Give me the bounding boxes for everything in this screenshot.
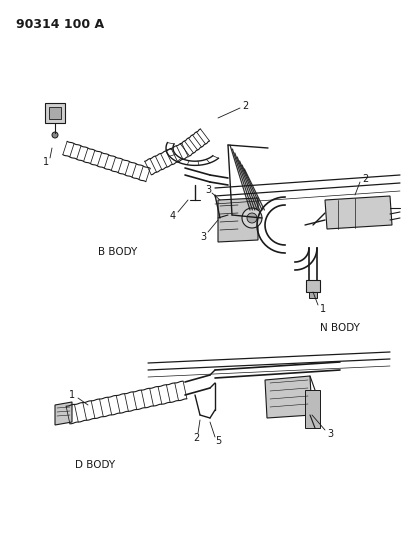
Polygon shape — [49, 107, 61, 119]
Text: 3: 3 — [326, 429, 332, 439]
Polygon shape — [217, 198, 257, 242]
Circle shape — [52, 132, 58, 138]
Circle shape — [241, 208, 261, 228]
Polygon shape — [324, 196, 391, 229]
Text: 2: 2 — [192, 433, 198, 443]
Text: 5: 5 — [215, 436, 221, 446]
Text: 90314 100 A: 90314 100 A — [16, 18, 104, 31]
Text: B BODY: B BODY — [98, 247, 137, 257]
Text: 3: 3 — [205, 185, 211, 195]
Circle shape — [246, 213, 256, 223]
Polygon shape — [55, 402, 72, 425]
Text: 1: 1 — [43, 157, 49, 167]
Polygon shape — [45, 103, 65, 123]
Text: 1: 1 — [319, 304, 325, 314]
Polygon shape — [308, 292, 316, 298]
Polygon shape — [305, 280, 319, 292]
Polygon shape — [304, 390, 319, 428]
Text: 4: 4 — [170, 211, 176, 221]
Text: 2: 2 — [361, 174, 367, 184]
Text: N BODY: N BODY — [319, 323, 359, 333]
Polygon shape — [264, 376, 311, 418]
Text: 1: 1 — [69, 390, 75, 400]
Text: 2: 2 — [241, 101, 247, 111]
Text: D BODY: D BODY — [75, 460, 115, 470]
Text: 3: 3 — [199, 232, 206, 242]
